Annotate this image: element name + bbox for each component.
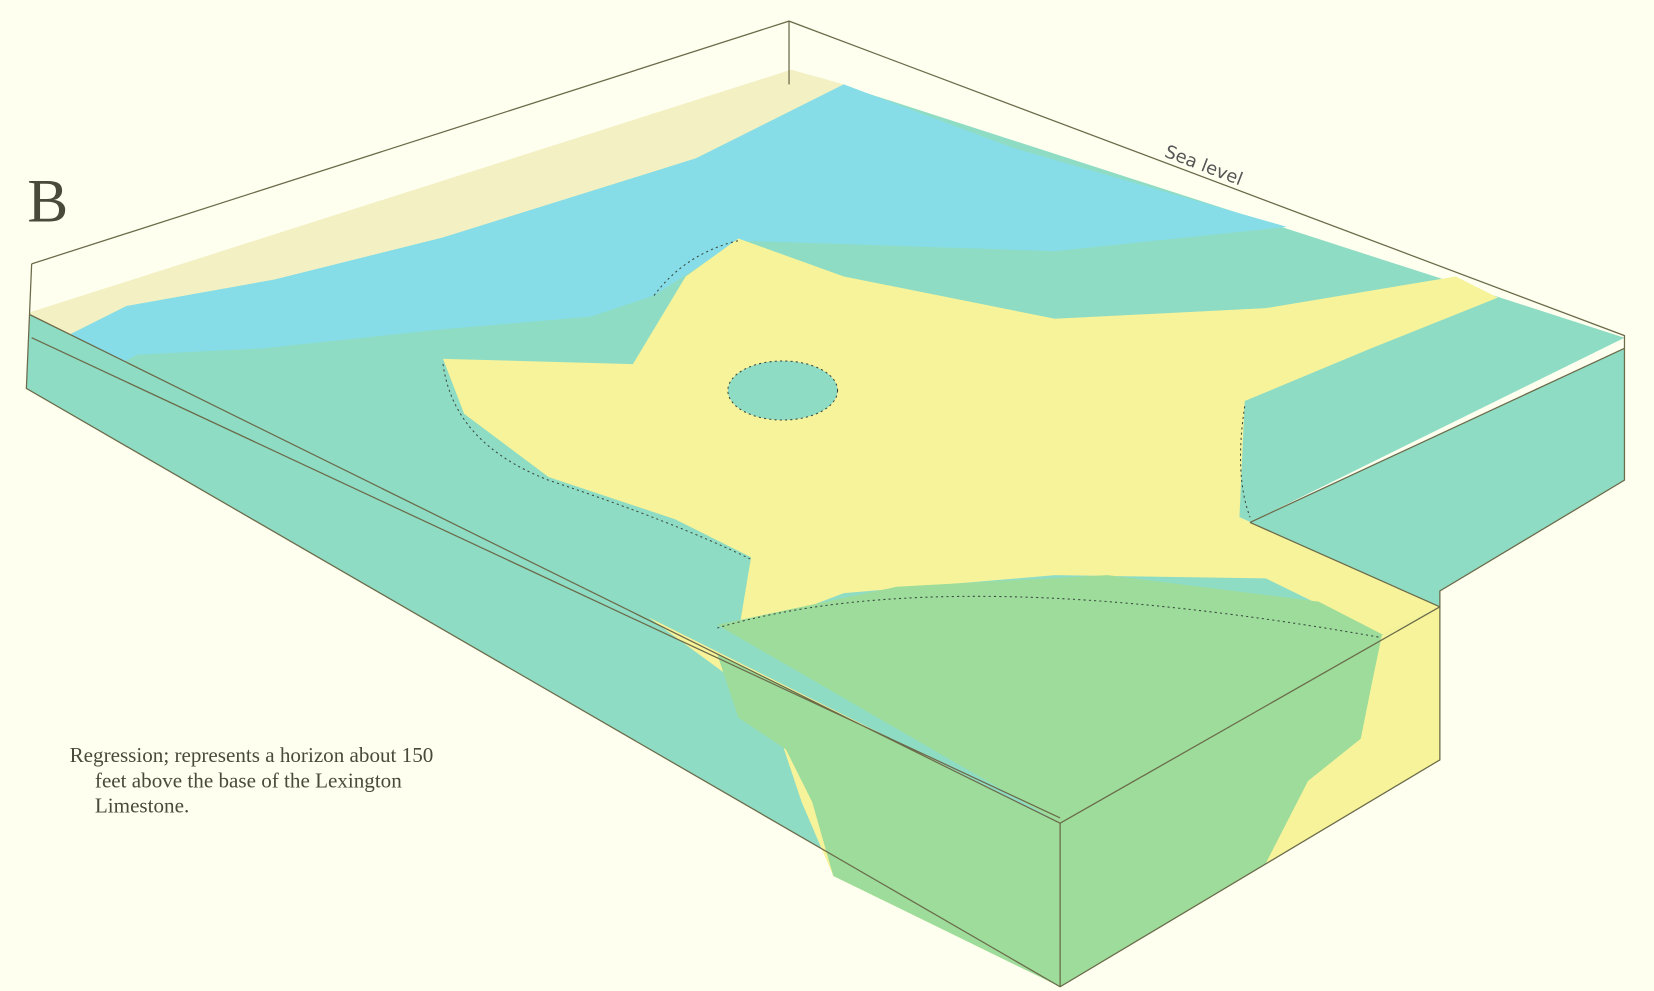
left-face (26, 314, 1061, 987)
right-face-yellow (1265, 606, 1440, 864)
hachure (442, 364, 752, 560)
right-face (1060, 606, 1440, 987)
surface-green (717, 575, 1393, 824)
block-edges (25, 20, 1626, 988)
surface-blue (31, 84, 1287, 383)
panel-label: B (27, 168, 68, 236)
surface-yellow (443, 238, 1498, 636)
surface-shore (29, 69, 844, 349)
caption-line: Regression; represents a horizon about 1… (70, 743, 434, 767)
caption-line: feet above the base of the Lexington (95, 768, 402, 792)
hachure (1240, 406, 1251, 518)
left-face-green (717, 654, 1061, 987)
island-hachure (727, 360, 839, 421)
island (727, 360, 838, 421)
notch-face (1249, 348, 1625, 607)
caption-line: Limestone. (95, 794, 189, 818)
hachure (653, 240, 739, 296)
